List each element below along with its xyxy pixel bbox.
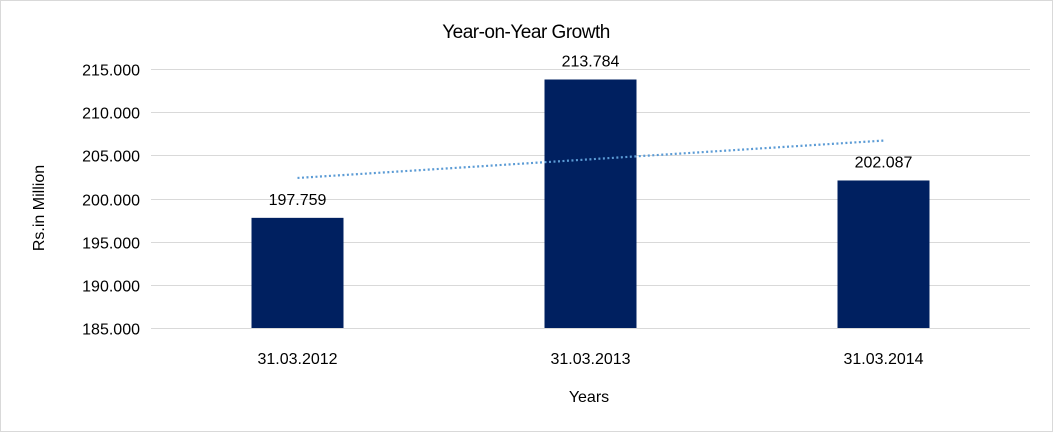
bars	[251, 79, 930, 328]
x-tick-label: 31.03.2014	[843, 351, 923, 368]
data-labels: 197.759 213.784 202.087	[269, 53, 913, 208]
x-tick-label: 31.03.2013	[550, 351, 630, 368]
y-axis-ticks: 185.000 190.000 195.000 200.000 205.000 210.0…	[82, 63, 140, 339]
trendline-group	[297, 139, 884, 180]
x-tick-label: 31.03.2012	[257, 351, 337, 368]
y-axis-title: Rs.in Million	[31, 165, 48, 251]
y-tick-label: 200.000	[82, 193, 140, 210]
bar	[837, 180, 930, 328]
bar-value-label: 197.759	[269, 192, 327, 209]
bar-value-label: 202.087	[855, 154, 913, 171]
x-axis-title: Years	[569, 389, 609, 406]
chart-title: Year-on-Year Growth	[442, 22, 610, 43]
bar	[251, 217, 344, 328]
y-tick-label: 205.000	[82, 149, 140, 166]
y-tick-label: 210.000	[82, 106, 140, 123]
y-tick-label: 185.000	[82, 322, 140, 339]
y-tick-label: 215.000	[82, 63, 140, 80]
y-tick-label: 195.000	[82, 236, 140, 253]
trendline	[297, 139, 884, 180]
x-axis-ticks: 31.03.2012 31.03.2013 31.03.2014	[257, 351, 923, 368]
bar-value-label: 213.784	[562, 53, 620, 70]
bar	[544, 79, 637, 328]
y-tick-label: 190.000	[82, 279, 140, 296]
